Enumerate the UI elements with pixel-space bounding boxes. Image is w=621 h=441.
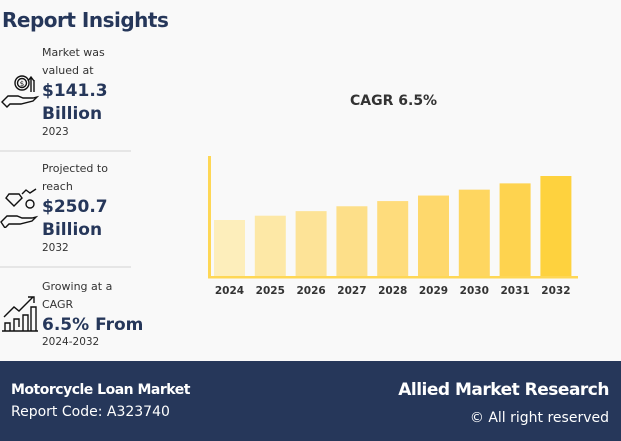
- bar-2027: [336, 206, 368, 276]
- x-tick-label: 2029: [419, 285, 448, 297]
- report-code: Report Code: A323740: [11, 404, 170, 420]
- divider: [0, 150, 131, 152]
- x-tick-label: 2031: [500, 285, 529, 297]
- copyright: © All right reserved: [469, 410, 609, 426]
- bar-2029: [418, 195, 449, 276]
- bar-2024: [214, 220, 245, 276]
- y-axis: [208, 156, 211, 278]
- insight-label: Market was valued at: [42, 46, 105, 77]
- bar-2028: [377, 201, 409, 276]
- x-tick-label: 2026: [296, 285, 325, 297]
- insight-cagr: Growing at a CAGR 6.5% From 2024-2032: [0, 276, 143, 356]
- x-tick-label: 2032: [541, 285, 570, 297]
- x-axis: [208, 276, 578, 279]
- bar-2032: [540, 176, 572, 276]
- money-hand-icon: $: [1, 75, 40, 108]
- x-tick-label: 2030: [460, 285, 489, 297]
- insight-year: 2032: [42, 242, 69, 254]
- bar-2025: [254, 215, 286, 276]
- insight-year: 2023: [42, 126, 69, 138]
- divider: [0, 266, 131, 268]
- x-tick-label: 2025: [256, 285, 285, 297]
- bar-2031: [499, 183, 531, 276]
- insight-label: Growing at a CAGR: [42, 280, 113, 311]
- x-tick-label: 2024: [215, 285, 244, 297]
- svg-text:$: $: [20, 80, 24, 88]
- bar-2030: [458, 189, 490, 276]
- page-title: Report Insights: [2, 8, 169, 32]
- footer: Motorcycle Loan Market Report Code: A323…: [0, 361, 621, 441]
- insight-value: $250.7 Billion: [42, 197, 108, 240]
- chart-title: CAGR 6.5%: [350, 93, 438, 109]
- x-tick-label: 2027: [337, 285, 366, 297]
- insight-value: $141.3 Billion: [42, 81, 108, 124]
- insight-value: 6.5% From: [42, 315, 144, 335]
- brand-name: Allied Market Research: [398, 380, 609, 400]
- insight-market-value: $ Market was valued at $141.3 Billion 20…: [0, 42, 132, 150]
- x-tick-label: 2028: [378, 285, 407, 297]
- bar-2026: [295, 211, 327, 276]
- insight-label: Projected to reach: [42, 162, 108, 193]
- insight-year: 2024-2032: [42, 336, 100, 348]
- diamond-hand-icon: [0, 188, 39, 228]
- insight-projected-value: Projected to reach $250.7 Billion 2032: [0, 158, 132, 266]
- growth-chart-icon: [2, 296, 38, 332]
- market-name: Motorcycle Loan Market: [11, 382, 190, 398]
- bar-chart: 2024 2025 2026 2027 2028 2029 2030 2031 2032: [208, 156, 578, 297]
